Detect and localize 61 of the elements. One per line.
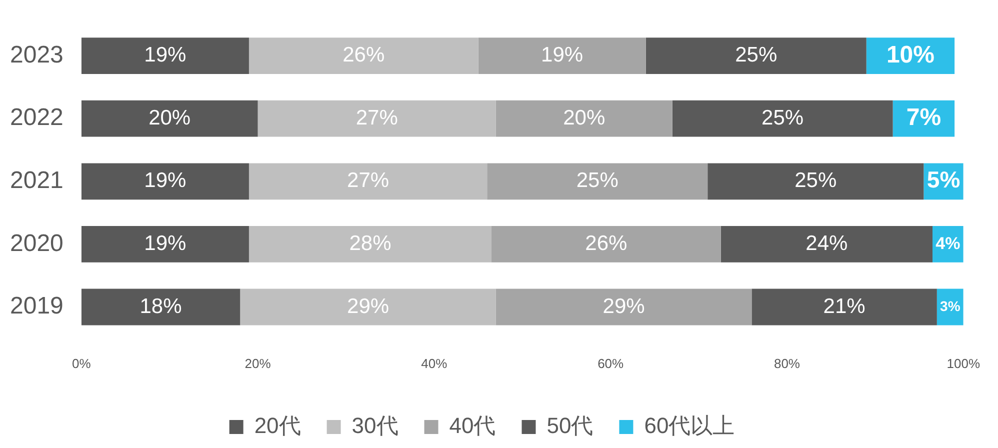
bar (492, 226, 721, 262)
bar (81, 38, 249, 74)
data-label: 26% (585, 232, 628, 255)
y-tick-label: 2022 (10, 104, 64, 132)
data-label: 25% (576, 169, 618, 192)
data-label: 28% (349, 232, 392, 255)
x-tick-label: 0% (72, 356, 92, 371)
data-label: 26% (342, 44, 385, 67)
y-tick-label: 2023 (10, 41, 64, 68)
data-label: 5% (926, 166, 960, 193)
data-label: 10% (886, 41, 934, 68)
x-tick-label: 40% (421, 356, 448, 371)
data-label: 19% (144, 232, 186, 255)
legend-label: 20代 (254, 413, 301, 438)
data-label: 7% (906, 104, 942, 132)
bar (752, 288, 937, 326)
x-tick-label: 20% (244, 356, 272, 371)
data-label: 27% (356, 106, 398, 130)
data-label: 4% (936, 234, 960, 253)
x-tick-label: 60% (598, 356, 624, 371)
bar (672, 100, 893, 137)
bar (496, 288, 752, 326)
bar (720, 226, 933, 262)
bar (487, 163, 708, 200)
bar (248, 163, 488, 200)
bar (708, 163, 924, 200)
bar (248, 226, 492, 262)
bar (240, 288, 496, 326)
data-label: 27% (347, 169, 390, 192)
data-label: 19% (144, 44, 186, 67)
y-tick-label: 2020 (10, 230, 64, 257)
x-tick-label: 100% (946, 356, 980, 371)
data-label: 19% (541, 44, 584, 67)
y-tick-label: 2019 (10, 292, 64, 320)
data-label: 20% (563, 106, 606, 130)
bar (81, 226, 249, 262)
data-label: 25% (735, 44, 778, 67)
data-label: 24% (806, 232, 848, 255)
bar (496, 100, 672, 137)
y-tick-label: 2021 (10, 167, 64, 194)
legend-label: 40代 (449, 413, 496, 438)
bar (478, 38, 646, 74)
bar (81, 163, 249, 200)
bar (646, 38, 866, 74)
bar (248, 38, 478, 74)
legend-label: 60代以上 (644, 413, 735, 438)
data-label: 20% (148, 106, 191, 130)
data-label: 19% (144, 169, 186, 192)
data-label: 25% (762, 106, 804, 130)
x-tick-label: 80% (774, 356, 800, 371)
data-label: 3% (940, 298, 961, 314)
data-label: 18% (140, 294, 182, 318)
bar (258, 100, 496, 137)
data-label: 21% (823, 294, 866, 318)
bar (81, 288, 240, 326)
data-label: 29% (347, 294, 390, 318)
legend-label: 50代 (546, 413, 594, 438)
data-label: 25% (794, 169, 837, 192)
data-label: 29% (602, 294, 645, 318)
legend-label: 30代 (352, 413, 398, 438)
bar (81, 100, 258, 137)
